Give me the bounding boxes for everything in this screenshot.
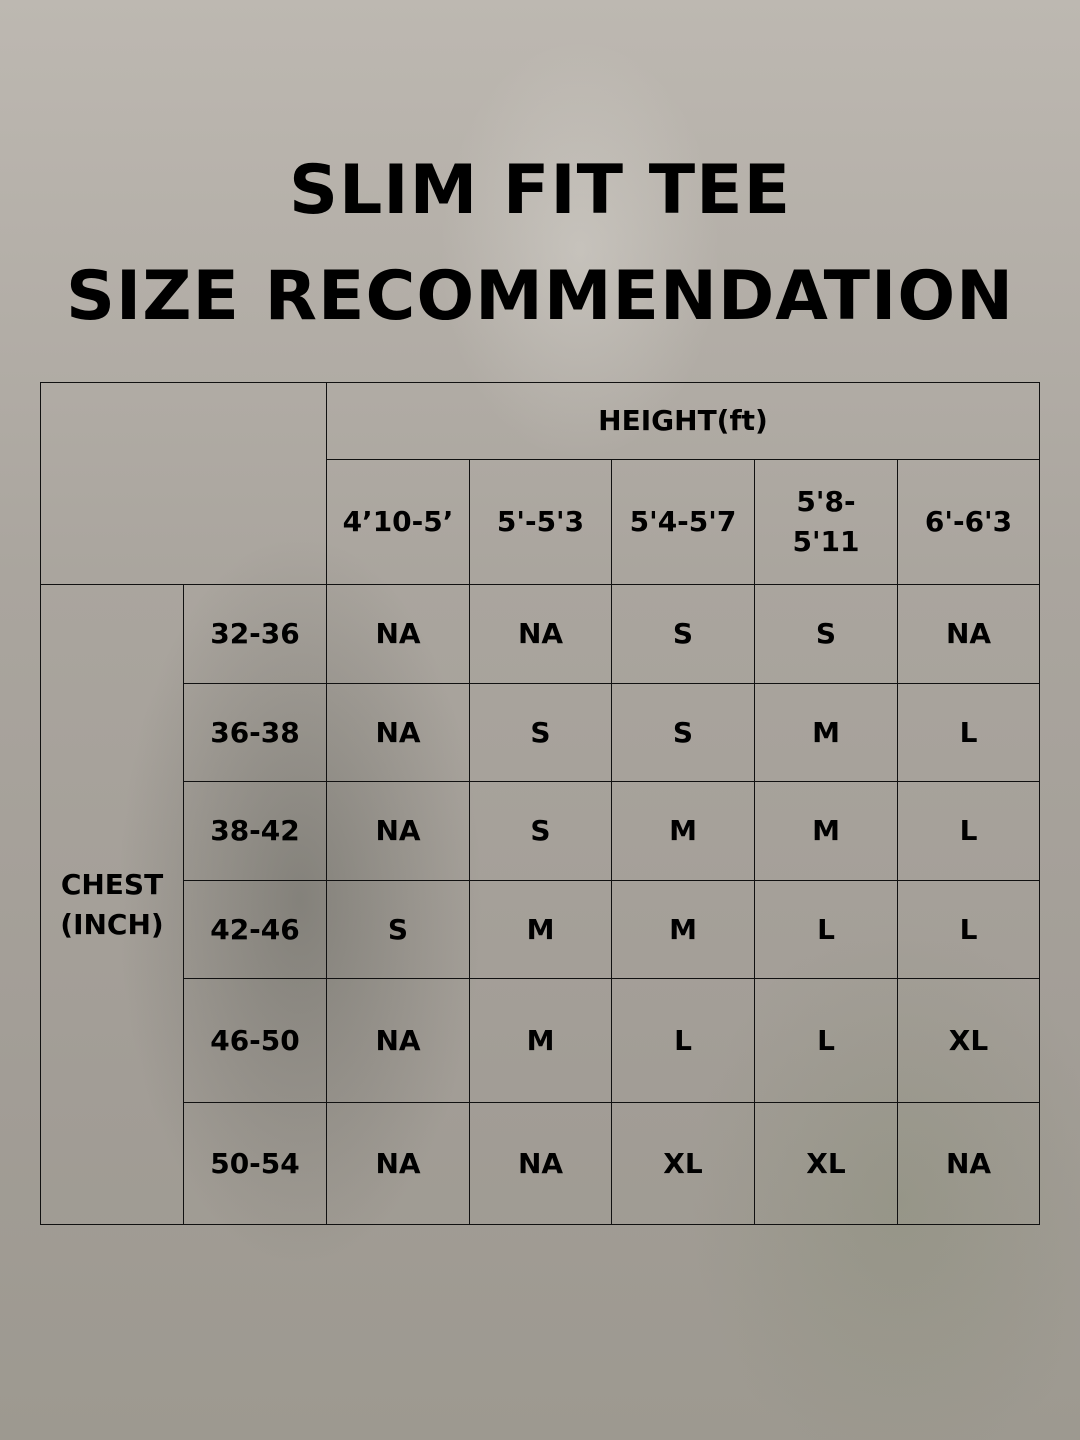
- size-chart-table: HEIGHT(ft) 4’10-5’ 5'-5'3 5'4-5'7 5'8-5'11 6'…: [40, 382, 1040, 1225]
- chest-range-cell: 46-50: [183, 978, 327, 1103]
- size-cell: M: [469, 978, 612, 1103]
- size-cell: NA: [326, 683, 470, 782]
- chest-header: CHEST (INCH): [40, 584, 184, 1225]
- size-cell: L: [754, 880, 898, 979]
- size-cell: M: [611, 781, 755, 881]
- height-header: HEIGHT(ft): [326, 382, 1040, 460]
- size-cell: L: [897, 880, 1040, 979]
- chest-range-cell: 42-46: [183, 880, 327, 979]
- size-cell: NA: [469, 1102, 612, 1225]
- size-cell: XL: [754, 1102, 898, 1225]
- size-cell: M: [754, 781, 898, 881]
- size-cell: L: [897, 683, 1040, 782]
- height-column-header: 5'4-5'7: [611, 459, 755, 585]
- size-cell: S: [469, 683, 612, 782]
- chest-range-cell: 50-54: [183, 1102, 327, 1225]
- height-column-header: 4’10-5’: [326, 459, 470, 585]
- height-column-header: 6'-6'3: [897, 459, 1040, 585]
- height-column-header: 5'8-5'11: [754, 459, 898, 585]
- size-cell: S: [469, 781, 612, 881]
- size-cell: M: [754, 683, 898, 782]
- size-cell: L: [611, 978, 755, 1103]
- size-cell: NA: [326, 1102, 470, 1225]
- size-cell: L: [754, 978, 898, 1103]
- size-cell: NA: [326, 781, 470, 881]
- size-cell: NA: [897, 1102, 1040, 1225]
- title-line-2: SIZE RECOMMENDATION: [65, 257, 1015, 336]
- size-cell: L: [897, 781, 1040, 881]
- size-cell: S: [754, 584, 898, 684]
- size-cell: M: [469, 880, 612, 979]
- size-cell: XL: [897, 978, 1040, 1103]
- corner-cell: [40, 382, 327, 585]
- size-cell: XL: [611, 1102, 755, 1225]
- size-cell: NA: [897, 584, 1040, 684]
- size-cell: S: [611, 584, 755, 684]
- size-cell: NA: [469, 584, 612, 684]
- height-column-header: 5'-5'3: [469, 459, 612, 585]
- size-cell: NA: [326, 978, 470, 1103]
- chest-range-cell: 36-38: [183, 683, 327, 782]
- page-title: SLIM FIT TEE SIZE RECOMMENDATION: [0, 138, 1080, 350]
- size-cell: NA: [326, 584, 470, 684]
- title-line-1: SLIM FIT TEE: [288, 151, 792, 230]
- size-cell: M: [611, 880, 755, 979]
- chest-range-cell: 32-36: [183, 584, 327, 684]
- chest-range-cell: 38-42: [183, 781, 327, 881]
- size-cell: S: [611, 683, 755, 782]
- size-cell: S: [326, 880, 470, 979]
